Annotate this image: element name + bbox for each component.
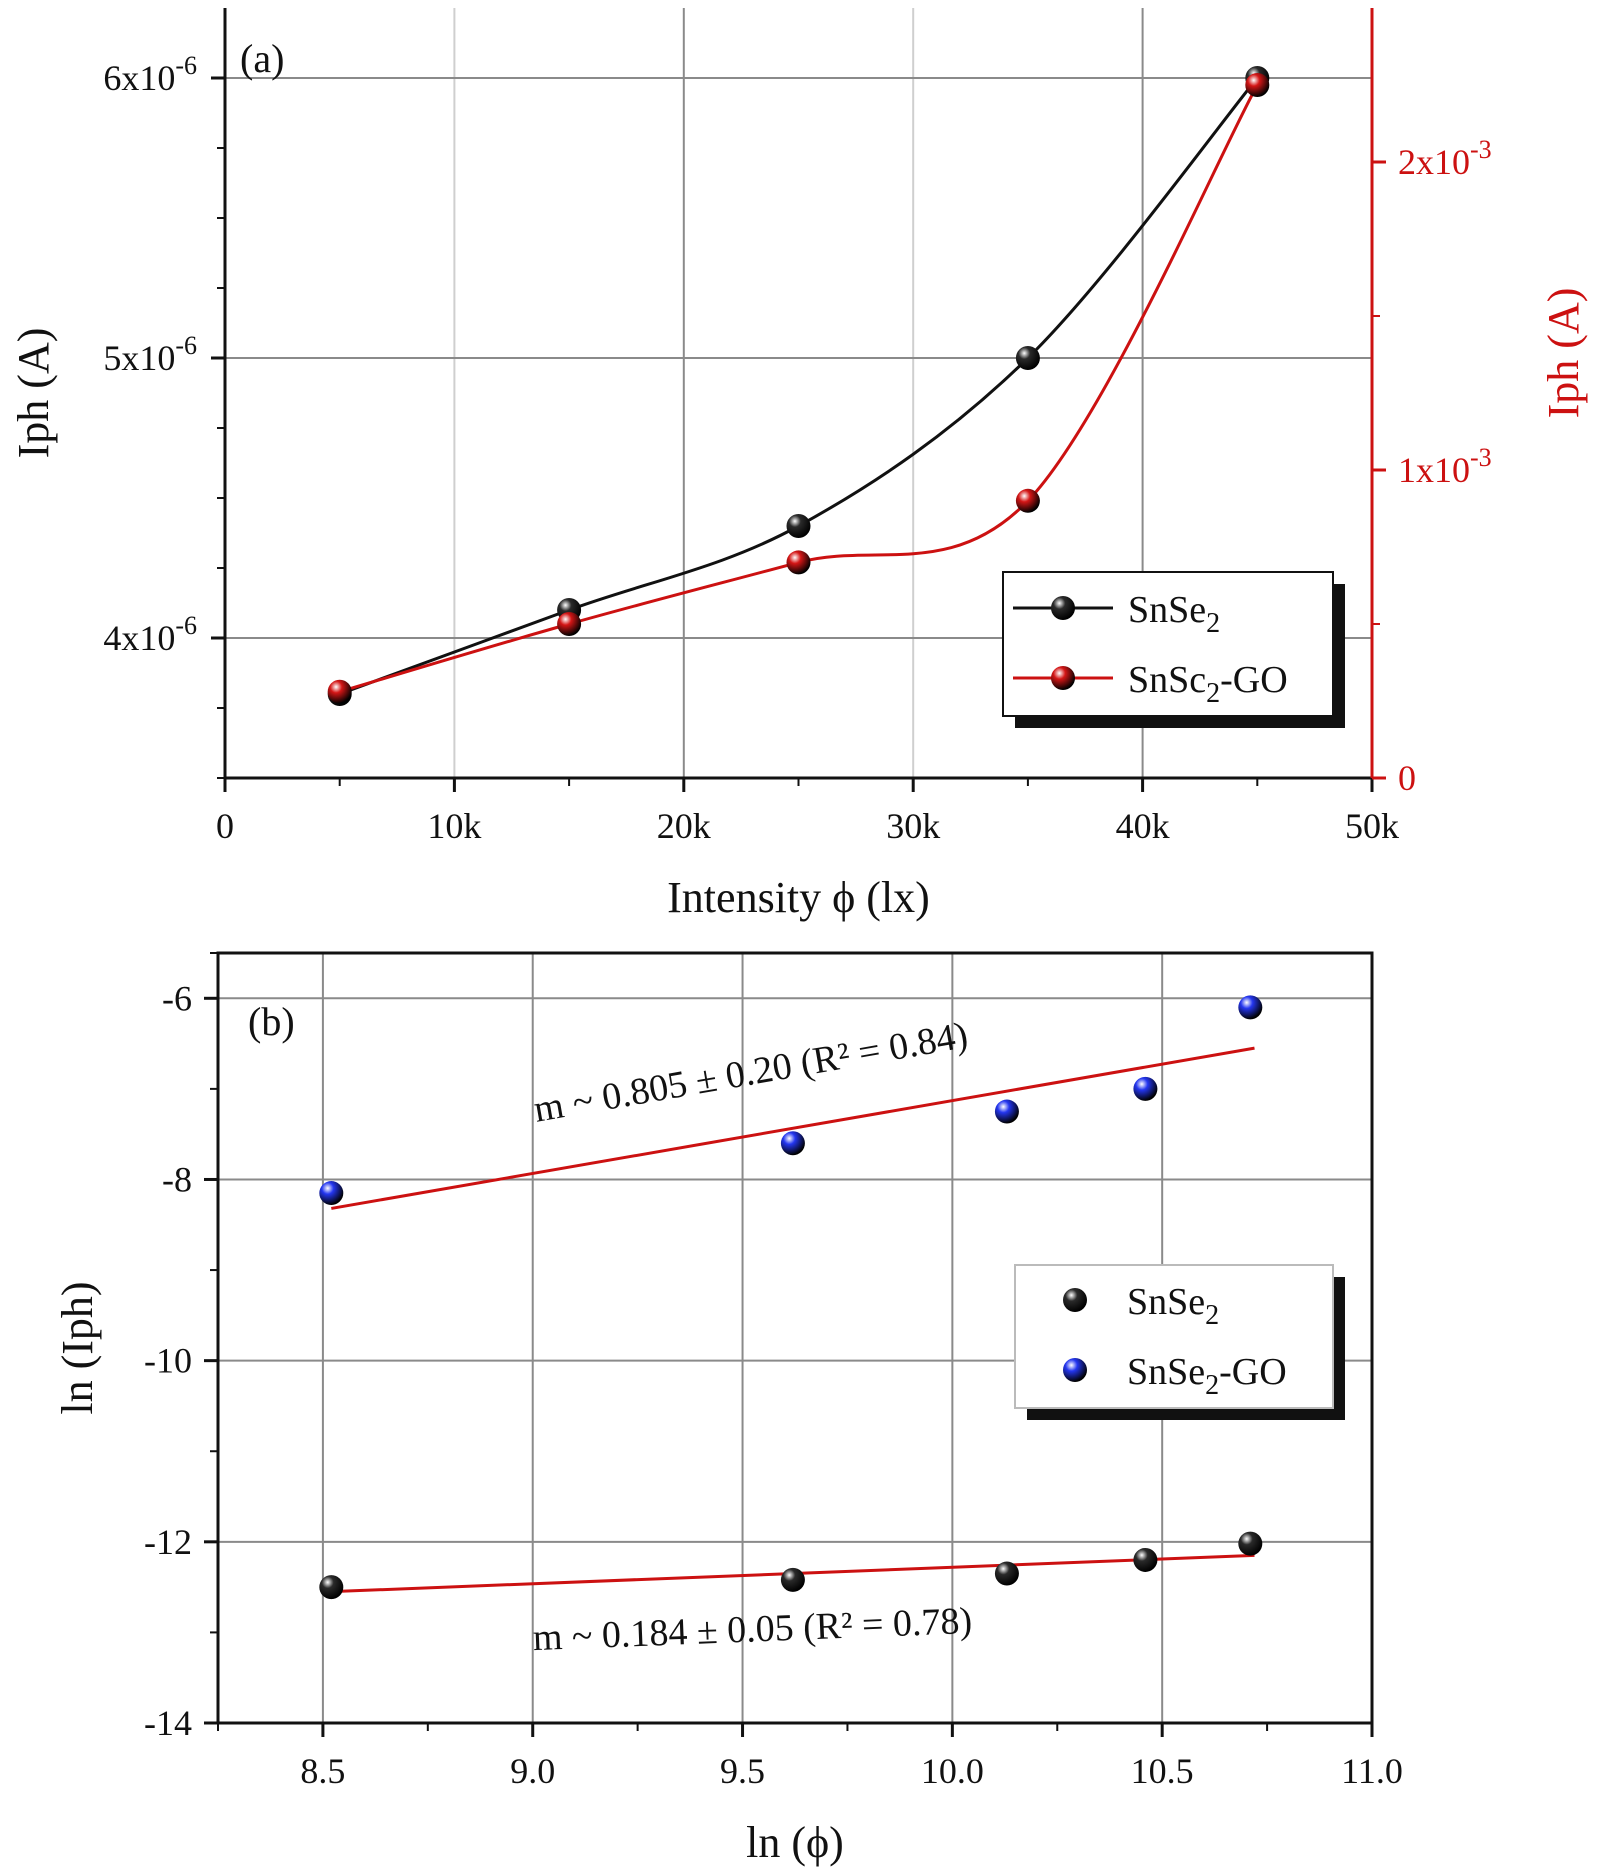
x-tick-label: 40k — [1116, 806, 1170, 846]
data-point-snse2-go — [994, 1099, 1019, 1124]
y-left-tick-label: 6x10-6 — [103, 51, 197, 98]
tick-exponent: -6 — [175, 51, 197, 80]
panel-label: (b) — [248, 999, 295, 1044]
y-tick-label: -10 — [144, 1341, 192, 1381]
data-point-snse2 — [780, 1567, 805, 1592]
x-axis-title: ln (ϕ) — [746, 1818, 844, 1867]
data-point-snse2 — [1015, 346, 1040, 370]
x-tick-label: 10k — [427, 806, 481, 846]
data-point-snse2-go — [1238, 995, 1263, 1020]
series-line-snse2-go — [339, 84, 1259, 694]
data-point-snse2-go — [327, 679, 352, 704]
legend-marker — [1051, 666, 1075, 690]
x-tick-label: 9.0 — [510, 1751, 555, 1791]
chart-panel-b: 8.5 9.0 9.5 10.0 10.5 11.0 -14 -12 -10 -8 -6 ln (ϕ)… — [53, 951, 1403, 1867]
legend-marker — [1051, 596, 1075, 620]
data-point-snse2-go — [1245, 73, 1270, 97]
x-tick-label: 10.0 — [921, 1751, 984, 1791]
y-tick-label: -14 — [144, 1703, 192, 1743]
legend-suffix: -GO — [1220, 659, 1288, 701]
data-point-snse2-go — [780, 1131, 805, 1156]
legend-suffix: -GO — [1219, 1351, 1287, 1393]
legend-subscript: 2 — [1205, 1300, 1219, 1331]
x-tick-label: 11.0 — [1341, 1751, 1403, 1791]
legend-subscript: 2 — [1205, 1370, 1219, 1401]
chart-panel-a: 0 10k 20k 30k 40k 50k 4x10-6 5x10-6 6x10-6 0 1x10-… — [9, 8, 1588, 922]
data-point-snse2-go — [319, 1181, 344, 1206]
y-right-tick-label: 0 — [1398, 758, 1416, 798]
y-left-tick-label: 5x10-6 — [103, 331, 197, 378]
x-tick-label: 0 — [216, 806, 234, 846]
x-tick-label: 9.5 — [720, 1751, 765, 1791]
y-axis-left-title: Iph (A) — [9, 328, 58, 459]
data-point-snse2-go — [557, 612, 582, 636]
legend-box — [1002, 571, 1334, 717]
fit-annotation: m ~ 0.805 ± 0.20 (R² = 0.84) — [531, 1014, 971, 1131]
data-point-snse2 — [319, 1575, 344, 1600]
x-tick-label: 30k — [886, 806, 940, 846]
data-point-snse2-go — [786, 550, 811, 575]
legend-entry-snse2: SnSe2 — [1127, 1281, 1219, 1331]
x-tick-label: 20k — [657, 806, 711, 846]
x-tick-label: 8.5 — [300, 1751, 345, 1791]
legend-subscript: 2 — [1206, 608, 1220, 639]
data-point-snse2-go — [1015, 488, 1040, 513]
x-tick-label: 50k — [1345, 806, 1399, 846]
fit-annotation: m ~ 0.184 ± 0.05 (R² = 0.78) — [532, 1600, 973, 1659]
data-point-snse2-go — [1133, 1076, 1158, 1101]
y-tick-label: -12 — [144, 1522, 192, 1562]
y-axis-right-title: Iph (A) — [1539, 288, 1588, 419]
tick-exponent: -6 — [175, 611, 197, 640]
data-point-snse2 — [994, 1561, 1019, 1586]
fit-line — [331, 1046, 1255, 1210]
data-point-snse2 — [1133, 1547, 1158, 1572]
legend-subscript: 2 — [1206, 678, 1220, 709]
y-left-tick-label: 4x10-6 — [103, 611, 197, 658]
legend-box — [1014, 1264, 1334, 1409]
y-right-tick-label: 2x10-3 — [1398, 135, 1492, 182]
y-tick-label: -8 — [162, 1159, 192, 1199]
y-tick-label: -6 — [162, 978, 192, 1018]
legend-marker — [1063, 1358, 1087, 1382]
tick-exponent: -3 — [1470, 135, 1492, 164]
data-point-snse2 — [1238, 1531, 1263, 1556]
series-line-snse2 — [339, 77, 1259, 696]
plot-frame — [216, 951, 1374, 1725]
legend-entry-snse2: SnSe2 — [1128, 589, 1220, 639]
x-axis-title: Intensity ϕ (lx) — [667, 873, 930, 922]
legend-marker — [1063, 1288, 1087, 1312]
x-tick-label: 10.5 — [1131, 1751, 1194, 1791]
tick-exponent: -3 — [1470, 443, 1492, 472]
y-right-tick-label: 1x10-3 — [1398, 443, 1492, 490]
tick-exponent: -6 — [175, 331, 197, 360]
y-axis-title: ln (Iph) — [53, 1281, 102, 1414]
data-point-snse2 — [786, 514, 811, 538]
panel-label: (a) — [240, 36, 284, 81]
